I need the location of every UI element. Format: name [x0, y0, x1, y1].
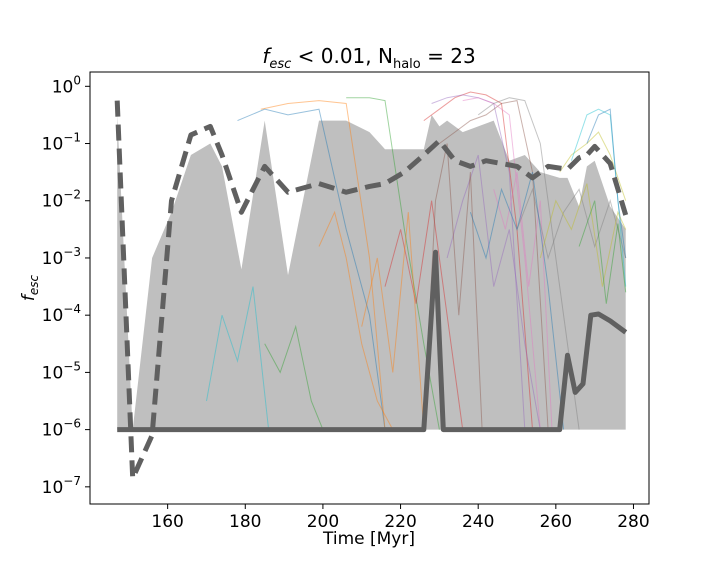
- y-tick-label: 10−3: [42, 245, 81, 269]
- halo-line: [586, 108, 627, 259]
- x-tick-label: 160: [151, 512, 183, 532]
- halo-line: [446, 154, 541, 430]
- x-tick-label: 220: [384, 512, 416, 532]
- halo-line: [559, 131, 627, 201]
- halo-line: [264, 324, 324, 430]
- range-band: [117, 114, 626, 430]
- plot-frame: [89, 71, 650, 505]
- halo-line: [260, 100, 386, 430]
- y-tick-label: 100: [52, 73, 81, 97]
- plot-area: [114, 91, 629, 481]
- title-n-subscript: halo: [393, 57, 421, 72]
- y-tick-label: 10−7: [42, 474, 81, 498]
- y-axis-label: fesc: [19, 274, 41, 301]
- y-tick-label: 10−4: [42, 302, 81, 326]
- halo-line: [206, 286, 270, 430]
- halo-line: [423, 143, 483, 430]
- x-tick-label: 260: [540, 512, 572, 532]
- halo-line: [469, 171, 565, 430]
- halo-line: [431, 94, 526, 430]
- halo-line: [570, 108, 627, 287]
- halo-line: [423, 91, 533, 430]
- chart-title: fesc < 0.01, Nhalo = 23: [262, 44, 475, 72]
- halo-line: [361, 212, 425, 430]
- title-f: f: [262, 44, 272, 68]
- y-axis-ticks: 100 10−1 10−2 10−3 10−4 10−5 10−6 10−7: [42, 73, 90, 498]
- x-tick-label: 280: [617, 512, 649, 532]
- y-tick-label: 10−6: [42, 417, 81, 441]
- median-line: [117, 249, 628, 433]
- halo-line: [539, 183, 627, 287]
- title-count: = 23: [421, 44, 476, 68]
- x-axis-ticks: 160 180 200 220 240 260 280: [151, 504, 650, 532]
- title-n: N: [378, 44, 393, 68]
- title-condition: < 0.01,: [291, 44, 378, 68]
- y-axis-label-main: f: [19, 292, 39, 301]
- y-tick-label: 10−5: [42, 359, 81, 383]
- halo-line: [578, 200, 627, 304]
- halo-line: [477, 97, 580, 430]
- x-tick-label: 240: [462, 512, 494, 532]
- x-axis-label: Time [Myr]: [322, 529, 415, 549]
- halo-line: [516, 187, 627, 260]
- mean-line: [114, 100, 629, 481]
- x-tick-label: 180: [229, 512, 261, 532]
- halo-line: [439, 100, 549, 430]
- y-tick-label: 10−2: [42, 188, 81, 212]
- y-axis-label-subscript: esc: [27, 274, 41, 295]
- x-tick-label: 200: [307, 512, 339, 532]
- y-tick-label: 10−1: [42, 131, 81, 155]
- halo-line: [384, 200, 464, 430]
- halo-line: [493, 172, 553, 430]
- title-f-subscript: esc: [269, 57, 291, 72]
- halo-line: [318, 210, 394, 430]
- halo-line: [462, 97, 541, 430]
